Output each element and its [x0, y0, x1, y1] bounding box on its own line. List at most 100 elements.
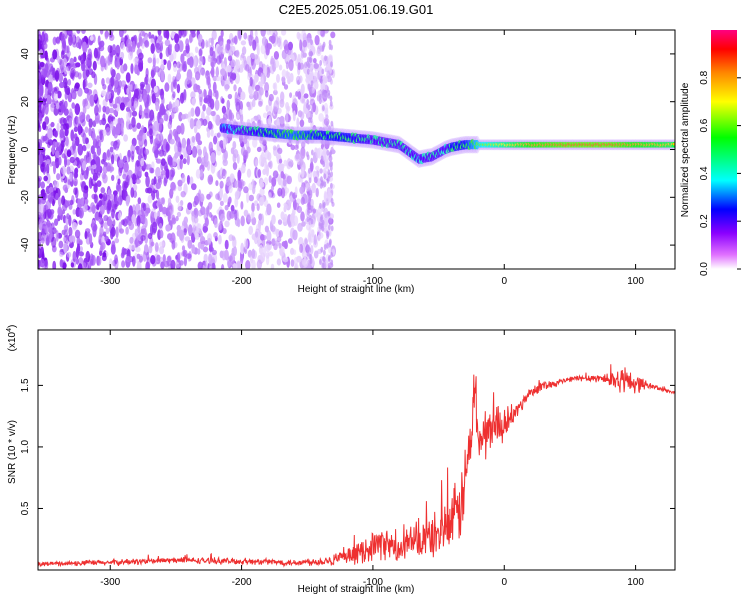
snr-y-label: SNR (10 * v/v) — [7, 420, 18, 484]
spectrogram-noise-blob — [167, 211, 171, 223]
spectrogram-noise-blob — [135, 246, 141, 253]
spectrogram-noise-blob — [62, 236, 67, 242]
spectrogram-noise-blob — [172, 155, 177, 167]
spectrogram-noise-blob — [115, 44, 121, 57]
spectrogram-noise-blob — [289, 195, 293, 204]
spectrogram-noise-blob — [205, 94, 211, 105]
spectrogram-noise-blob — [315, 165, 320, 171]
spectrogram-noise-blob — [312, 208, 316, 214]
snr-x-tick-label: 0 — [501, 577, 507, 588]
spectrogram-noise-blob — [74, 82, 80, 89]
spectrogram-noise-blob — [97, 139, 102, 149]
colorbar-tick-label: 0.0 — [699, 262, 710, 276]
spectrogram-noise-blob — [62, 204, 68, 212]
spectrogram-x-label: Height of straight line (km) — [298, 284, 415, 295]
spectrogram-noise-blob — [244, 238, 248, 250]
spectrogram-noise-blob — [279, 248, 283, 256]
spectrogram-noise-blob — [62, 57, 68, 67]
spectrogram-noise-blob — [38, 211, 42, 218]
spectrogram-noise-blob — [231, 235, 236, 241]
spectrogram-noise-blob — [148, 31, 152, 39]
spectrogram-noise-blob — [125, 72, 131, 83]
spectrogram-noise-blob — [279, 98, 285, 108]
spectrogram-noise-blob — [308, 117, 311, 124]
spectrogram-noise-blob — [327, 210, 331, 217]
spectrogram-noise-blob — [206, 76, 211, 85]
spectrogram-noise-blob — [151, 93, 156, 104]
spectrogram-noise-blob — [283, 84, 289, 90]
spectrogram-noise-blob — [71, 92, 75, 99]
spectrogram-noise-blob — [308, 56, 312, 63]
spectrogram-noise-blob — [97, 163, 101, 172]
spectrogram-noise-blob — [73, 133, 78, 141]
spectrogram-noise-blob — [97, 255, 102, 266]
spectrogram-noise-blob — [116, 139, 121, 147]
spectrogram-noise-blob — [91, 71, 96, 79]
spectrogram-noise-blob — [65, 136, 69, 147]
spectrogram-noise-blob — [195, 132, 201, 143]
spectrogram-noise-blob — [189, 118, 195, 130]
spectrogram-noise-blob — [131, 150, 135, 160]
spectrogram-noise-blob — [172, 91, 176, 99]
spectrogram-noise-blob — [272, 145, 277, 151]
spectrogram-noise-blob — [285, 61, 289, 70]
spectrogram-noise-blob — [241, 46, 247, 56]
spectrogram-noise-blob — [319, 259, 322, 265]
spectrogram-x-tick-label: -200 — [232, 276, 252, 287]
spectrogram-noise-blob — [74, 172, 79, 179]
colorbar: 0.0 0.2 0.4 0.6 0.8 Normalized spectral ampl… — [680, 30, 741, 276]
spectrogram-noise-blob — [195, 233, 200, 241]
spectrogram-noise-blob — [299, 155, 303, 168]
spectrogram-noise-blob — [186, 154, 190, 166]
spectrogram-noise-blob — [62, 117, 67, 124]
spectrogram-noise-blob — [136, 166, 142, 177]
spectrogram-noise-blob — [193, 83, 199, 93]
spectrogram-noise-blob — [179, 260, 184, 266]
spectrogram-noise-blob — [102, 129, 107, 137]
spectrogram-noise-blob — [170, 259, 176, 269]
snr-background — [38, 330, 675, 570]
spectrogram-noise-blob — [160, 261, 165, 269]
spectrogram-noise-blob — [191, 97, 196, 107]
spectrogram-noise-blob — [285, 112, 289, 124]
spectrogram-noise-blob — [254, 54, 258, 60]
spectrogram-noise-blob — [178, 111, 183, 122]
spectrogram-noise-blob — [209, 212, 212, 218]
spectrogram-noise-blob — [168, 101, 172, 113]
spectrogram-noise-blob — [51, 144, 55, 156]
spectrogram-noise-blob — [258, 100, 263, 107]
spectrogram-noise-blob — [310, 198, 314, 208]
spectrogram-noise-blob — [221, 168, 226, 177]
spectrogram-noise-blob — [318, 113, 324, 122]
spectrogram-noise-blob — [44, 259, 49, 269]
spectrogram-noise-blob — [179, 92, 185, 104]
spectrogram-noise-blob — [99, 40, 105, 48]
spectrogram-noise-blob — [270, 225, 276, 233]
spectrogram-noise-blob — [57, 55, 61, 64]
spectrogram-noise-blob — [279, 115, 285, 125]
spectrogram-noise-blob — [253, 73, 259, 83]
spectrogram-noise-blob — [199, 193, 205, 203]
spectrogram-noise-blob — [310, 80, 314, 87]
spectrogram-noise-blob — [240, 40, 247, 46]
spectrogram-noise-blob — [48, 186, 54, 193]
spectrogram-noise-blob — [271, 238, 276, 247]
spectrogram-noise-blob — [138, 131, 143, 142]
spectrogram-noise-blob — [251, 259, 256, 269]
spectrogram-noise-blob — [233, 35, 238, 45]
spectrogram-noise-blob — [245, 64, 250, 72]
spectrogram-noise-blob — [119, 102, 125, 111]
spectrogram-noise-blob — [260, 234, 265, 241]
spectrogram-noise-blob — [278, 158, 283, 164]
spectrogram-noise-blob — [296, 205, 303, 214]
spectrogram-noise-blob — [264, 90, 269, 98]
spectrogram-noise-blob — [174, 106, 179, 113]
spectrogram-noise-blob — [90, 145, 95, 155]
spectrogram-noise-blob — [169, 188, 174, 199]
spectrogram-noise-blob — [194, 46, 199, 54]
spectrogram-noise-blob — [141, 225, 147, 235]
svg-text:(x104): (x104) — [6, 325, 18, 352]
spectrogram-noise-blob — [255, 159, 259, 167]
spectrogram-noise-blob — [189, 176, 194, 186]
spectrogram-noise-blob — [128, 220, 132, 227]
